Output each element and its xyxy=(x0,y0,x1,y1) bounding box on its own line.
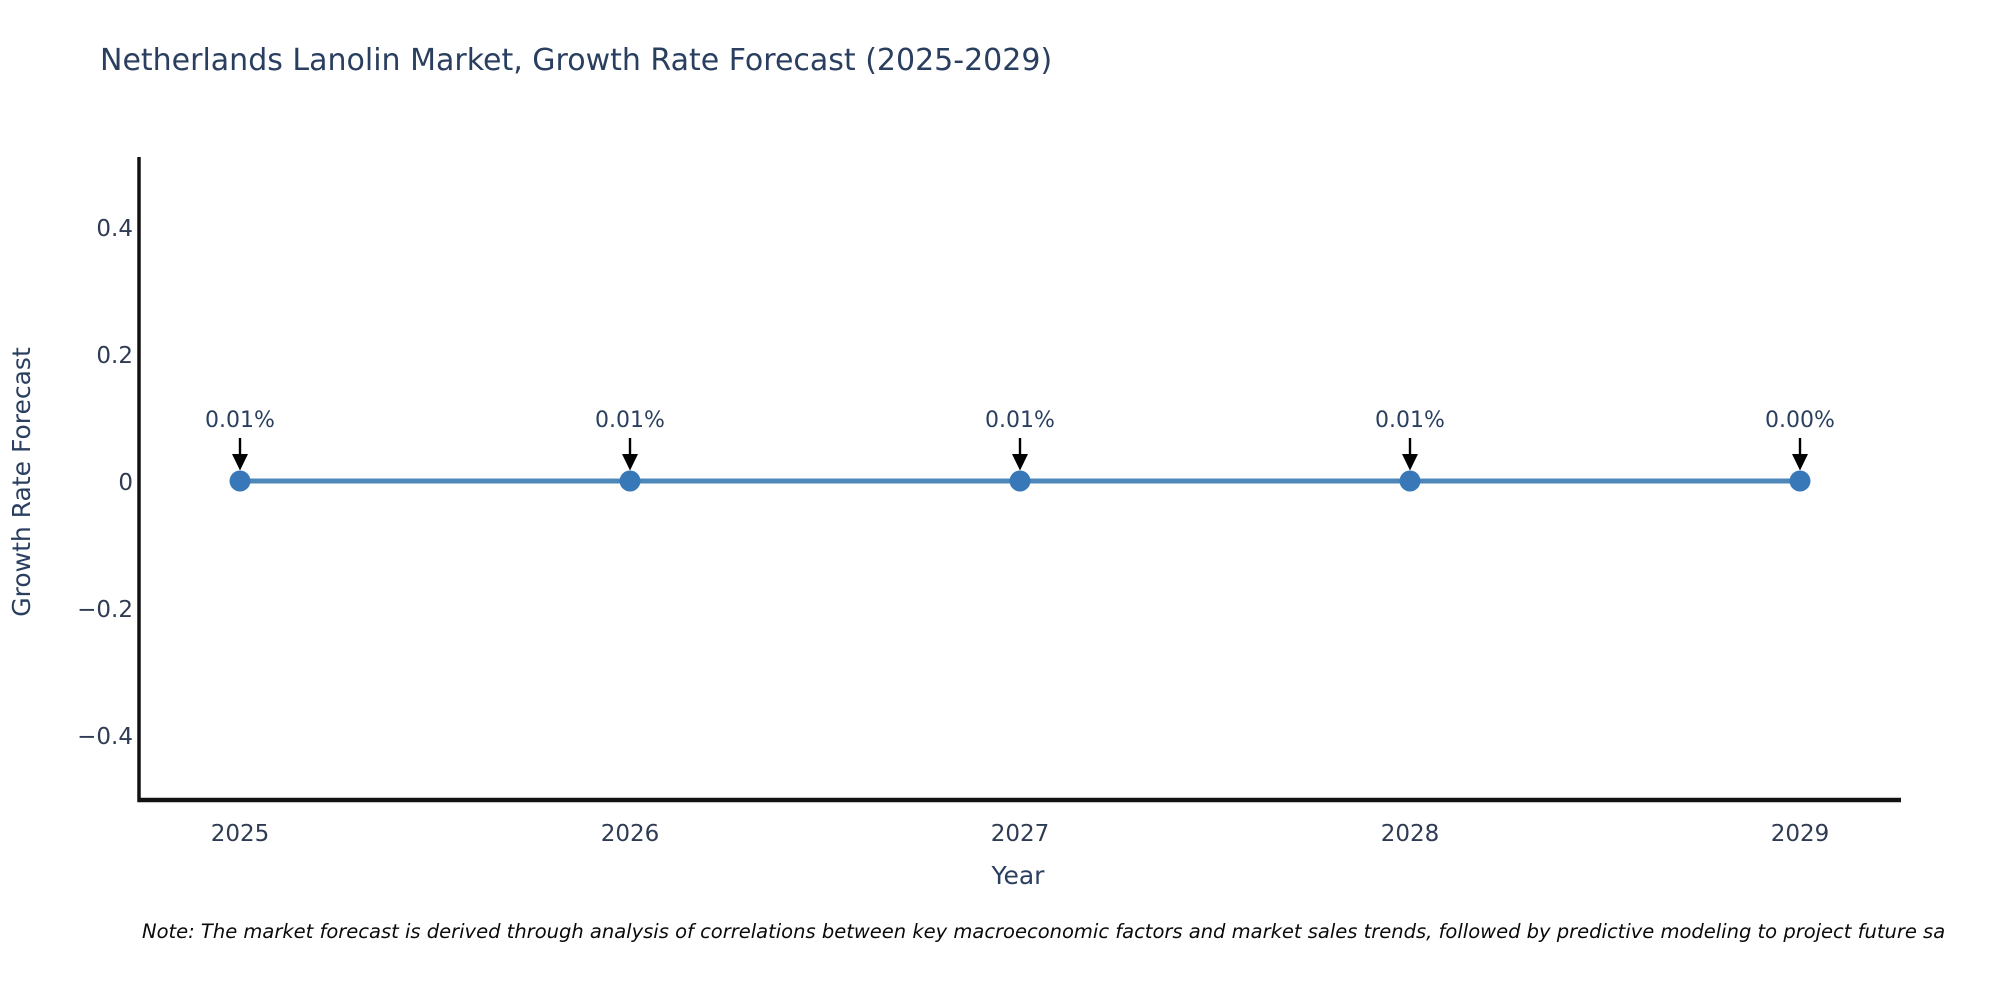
y-axis-tick-labels: 0.4 0.2 0 −0.2 −0.4 xyxy=(77,216,133,750)
annotation-label: 0.01% xyxy=(985,408,1055,433)
annotation-2028: 0.01% xyxy=(1375,408,1445,471)
data-point-2029 xyxy=(1789,470,1811,492)
y-tick-label: −0.2 xyxy=(77,597,133,623)
x-tick-label: 2026 xyxy=(601,821,660,847)
x-tick-label: 2029 xyxy=(1771,821,1830,847)
forecast-methodology-note: Note: The market forecast is derived thr… xyxy=(142,920,1945,943)
x-tick-label: 2025 xyxy=(211,821,270,847)
annotation-arrow-head xyxy=(1012,454,1028,471)
data-point-2027 xyxy=(1009,470,1031,492)
annotation-label: 0.01% xyxy=(595,408,665,433)
x-axis-tick-labels: 2025 2026 2027 2028 2029 xyxy=(211,821,1830,847)
annotation-arrow-head xyxy=(232,454,248,471)
data-point-markers xyxy=(229,470,1811,492)
x-tick-label: 2028 xyxy=(1381,821,1440,847)
y-tick-label: 0.2 xyxy=(96,343,133,369)
x-tick-label: 2027 xyxy=(991,821,1050,847)
annotation-2027: 0.01% xyxy=(985,408,1055,471)
annotation-2025: 0.01% xyxy=(205,408,275,471)
data-point-2025 xyxy=(229,470,251,492)
y-tick-label: 0.4 xyxy=(96,216,133,242)
chart-title: Netherlands Lanolin Market, Growth Rate … xyxy=(100,43,1052,78)
annotation-arrow-head xyxy=(1402,454,1418,471)
x-axis-title: Year xyxy=(991,861,1046,890)
annotation-2029: 0.00% xyxy=(1765,408,1835,471)
y-tick-label: 0 xyxy=(118,470,133,496)
data-point-2028 xyxy=(1399,470,1421,492)
annotation-label: 0.00% xyxy=(1765,408,1835,433)
annotation-label: 0.01% xyxy=(205,408,275,433)
annotation-arrow-head xyxy=(1792,454,1808,471)
y-axis-title: Growth Rate Forecast xyxy=(7,347,36,617)
annotation-label: 0.01% xyxy=(1375,408,1445,433)
data-point-2026 xyxy=(619,470,641,492)
annotation-2026: 0.01% xyxy=(595,408,665,471)
y-tick-label: −0.4 xyxy=(77,724,133,750)
annotation-arrow-head xyxy=(622,454,638,471)
